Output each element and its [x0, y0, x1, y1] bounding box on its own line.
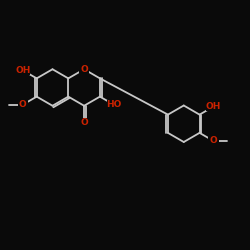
FancyBboxPatch shape: [208, 136, 219, 145]
Text: OH: OH: [206, 102, 221, 111]
Text: O: O: [80, 118, 88, 127]
Text: O: O: [19, 100, 27, 109]
Text: O: O: [210, 136, 217, 145]
Text: O: O: [80, 65, 88, 74]
FancyBboxPatch shape: [16, 66, 30, 75]
FancyBboxPatch shape: [206, 102, 221, 111]
FancyBboxPatch shape: [106, 100, 121, 109]
Text: OH: OH: [15, 66, 30, 75]
FancyBboxPatch shape: [18, 100, 28, 109]
FancyBboxPatch shape: [79, 65, 89, 74]
Text: HO: HO: [106, 100, 122, 109]
FancyBboxPatch shape: [79, 118, 89, 127]
